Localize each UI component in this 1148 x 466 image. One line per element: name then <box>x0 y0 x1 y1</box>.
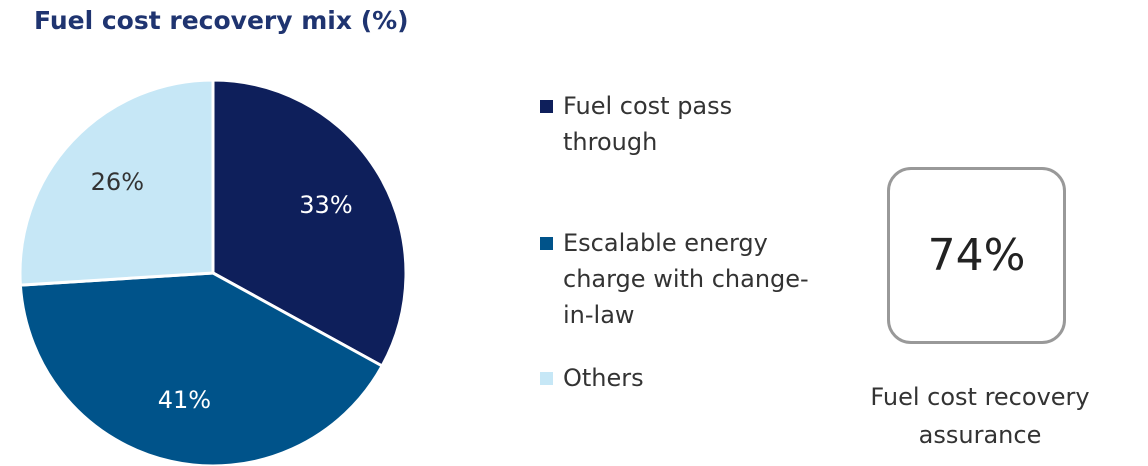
chart-title: Fuel cost recovery mix (%) <box>34 6 409 35</box>
callout-box: 74% <box>887 167 1066 344</box>
pie-slice <box>18 271 385 466</box>
slice-label: 33% <box>299 191 352 219</box>
legend-swatch <box>540 100 553 113</box>
legend-entry: Fuel cost pass through <box>540 88 840 160</box>
legend-swatch <box>540 372 553 385</box>
legend-swatch <box>540 237 553 250</box>
callout-caption: Fuel cost recovery assurance <box>870 383 1090 449</box>
legend-label: Others <box>563 364 644 392</box>
legend-label: Escalable energy charge with change-in-l… <box>563 229 809 329</box>
legend-entry: Others <box>540 360 840 396</box>
legend-entry: Escalable energy charge with change-in-l… <box>540 225 840 333</box>
slice-label: 26% <box>91 168 144 196</box>
pie-slice <box>18 78 215 287</box>
slice-label: 41% <box>158 386 211 414</box>
legend-label: Fuel cost pass through <box>563 92 733 156</box>
pie-slice <box>211 78 408 369</box>
